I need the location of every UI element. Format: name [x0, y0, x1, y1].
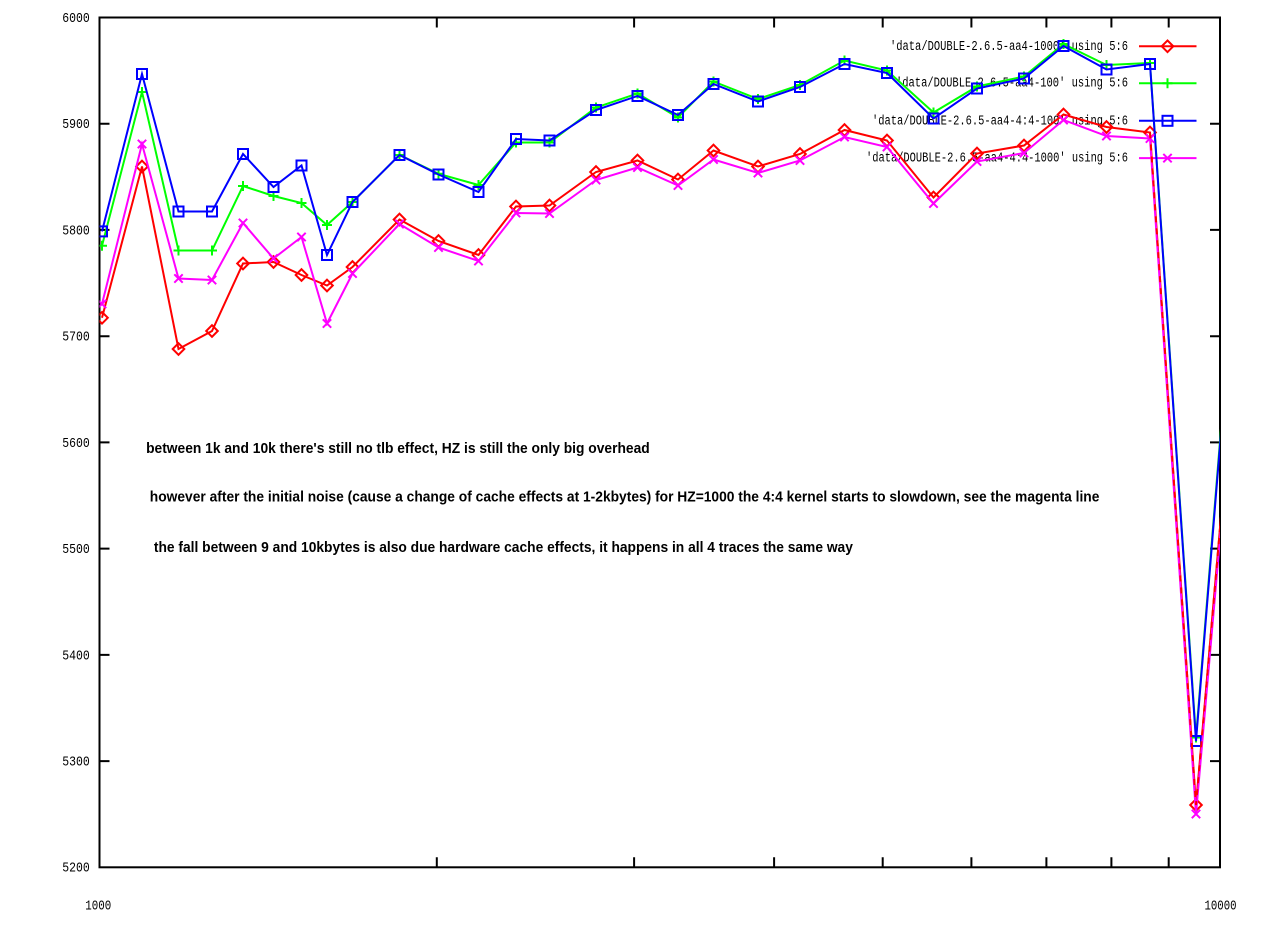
svg-text:5900: 5900	[62, 118, 90, 133]
svg-text:5200: 5200	[62, 862, 90, 877]
svg-text:5600: 5600	[62, 437, 90, 452]
svg-text:5800: 5800	[62, 224, 90, 239]
svg-text:5400: 5400	[62, 649, 90, 664]
svg-text:'data/DOUBLE-2.6.5-aa4-4:4-100: 'data/DOUBLE-2.6.5-aa4-4:4-1000' using 5…	[866, 152, 1128, 167]
svg-text:5700: 5700	[62, 331, 90, 346]
svg-text:1000: 1000	[85, 900, 111, 915]
svg-text:5300: 5300	[62, 755, 90, 770]
svg-text:6000: 6000	[62, 12, 90, 27]
svg-text:'data/DOUBLE-2.6.5-aa4-100' us: 'data/DOUBLE-2.6.5-aa4-100' using 5:6	[896, 77, 1128, 92]
svg-text:however after the initial nois: however after the initial noise (cause a…	[150, 489, 1100, 506]
svg-text:between 1k and 10k there's sti: between 1k and 10k there's still no tlb …	[146, 440, 650, 457]
svg-text:'data/DOUBLE-2.6.5-aa4-4:4-100: 'data/DOUBLE-2.6.5-aa4-4:4-100' using 5:…	[872, 114, 1128, 129]
svg-text:5500: 5500	[62, 543, 90, 558]
svg-text:10000: 10000	[1205, 900, 1237, 915]
svg-text:'data/DOUBLE-2.6.5-aa4-1000' u: 'data/DOUBLE-2.6.5-aa4-1000' using 5:6	[890, 40, 1128, 55]
svg-text:the fall between 9 and 10kbyte: the fall between 9 and 10kbytes is also …	[154, 539, 854, 556]
